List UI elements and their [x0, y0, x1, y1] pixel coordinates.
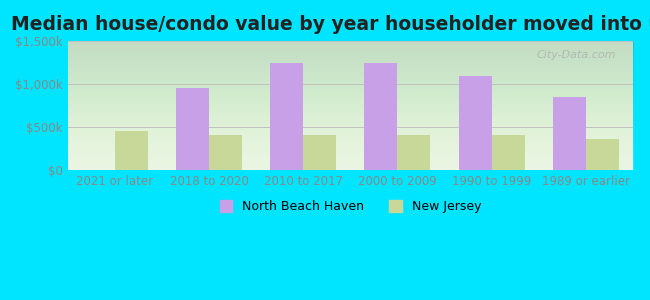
Bar [397, 135, 430, 170]
Bar [459, 76, 491, 170]
Bar [115, 130, 148, 170]
Bar [270, 64, 303, 170]
Bar [303, 135, 336, 170]
Bar [176, 88, 209, 170]
Bar [553, 97, 586, 170]
Legend: North Beach Haven, New Jersey: North Beach Haven, New Jersey [214, 195, 486, 218]
Bar [586, 139, 619, 170]
Bar [491, 135, 525, 170]
Text: City-Data.com: City-Data.com [536, 50, 616, 60]
Bar [209, 134, 242, 170]
Title: Median house/condo value by year householder moved into unit: Median house/condo value by year househo… [10, 15, 650, 34]
Bar [365, 63, 397, 170]
